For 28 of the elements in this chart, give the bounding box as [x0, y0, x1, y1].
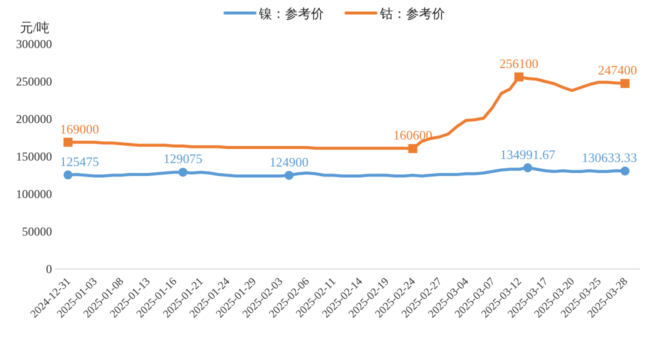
data-label: 247400	[598, 62, 637, 78]
point	[64, 170, 72, 180]
data-label: 169000	[60, 121, 99, 136]
data-label: 130633.33	[582, 150, 637, 166]
point	[620, 166, 630, 176]
y-tick-label: 150000	[16, 150, 52, 164]
point	[178, 168, 188, 177]
data-label: 129075	[163, 151, 202, 166]
y-tick-label: 200000	[16, 112, 52, 126]
point	[514, 72, 524, 82]
data-label: 124900	[270, 154, 309, 170]
point	[64, 138, 72, 147]
data-label: 256100	[499, 56, 538, 71]
y-tick-label: 300000	[16, 37, 52, 51]
data-label: 125475	[60, 154, 99, 169]
legend-label: 钴：参考价	[379, 6, 445, 21]
y-axis-title: 元/吨	[20, 20, 50, 35]
y-tick-label: 50000	[22, 224, 52, 238]
y-tick-label: 250000	[16, 74, 52, 88]
y-tick-label: 0	[46, 262, 52, 276]
point	[620, 78, 630, 88]
y-tick-label: 100000	[16, 187, 52, 201]
point	[284, 170, 294, 180]
point	[408, 144, 418, 154]
data-label: 134991.67	[500, 146, 556, 162]
data-label: 160600	[393, 128, 432, 143]
legend-label: 镍：参考价	[258, 6, 324, 21]
point	[523, 163, 532, 172]
